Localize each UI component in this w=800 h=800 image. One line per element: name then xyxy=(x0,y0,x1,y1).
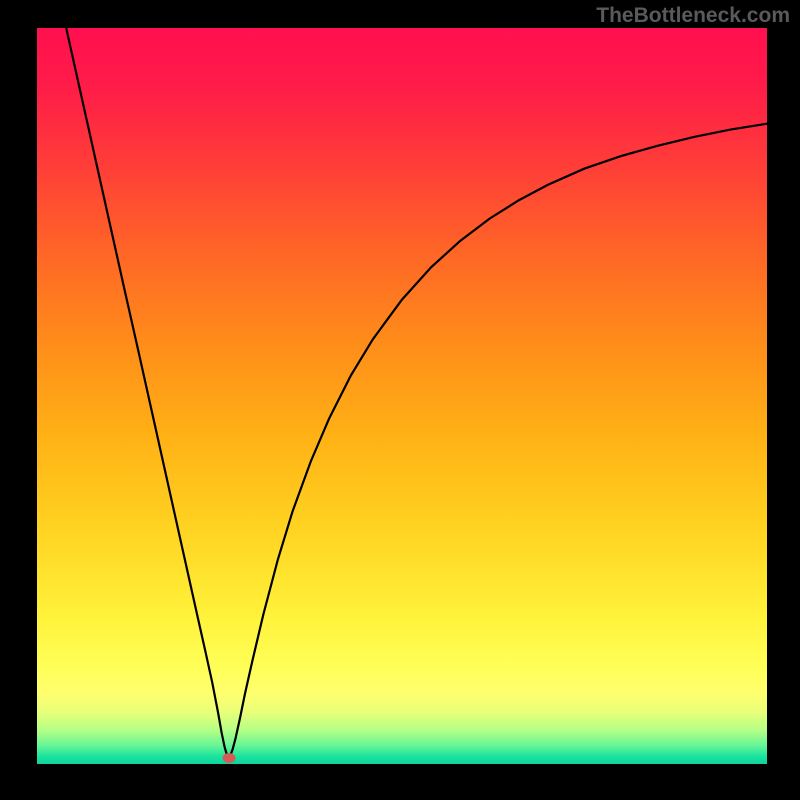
bottleneck-curve xyxy=(37,28,767,764)
watermark-text: TheBottleneck.com xyxy=(596,4,790,28)
minimum-marker xyxy=(222,753,235,763)
plot-area xyxy=(37,28,767,764)
